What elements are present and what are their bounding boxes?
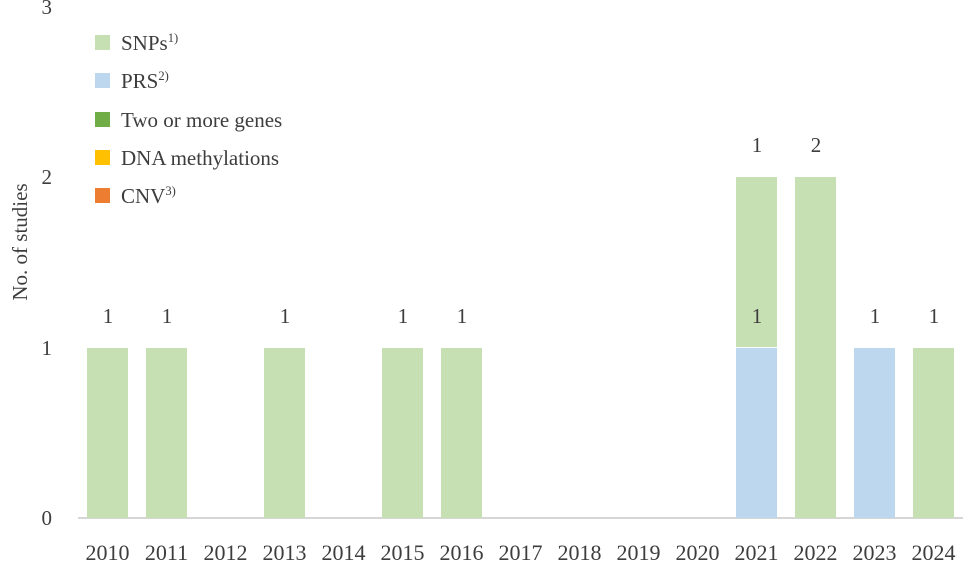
data-label-2015-snps: 1 [397, 304, 409, 328]
x-label-2020: 2020 [675, 540, 720, 565]
x-label-2011: 2011 [144, 540, 189, 565]
y-tick-2: 2 [41, 165, 53, 190]
legend-swatch-icon [95, 73, 110, 88]
data-label-2016-snps: 1 [456, 304, 468, 328]
legend-swatch-icon [95, 35, 110, 50]
bar-2013-snps [264, 348, 305, 518]
x-label-2017: 2017 [498, 540, 543, 565]
legend-superscript: 1) [167, 31, 179, 45]
legend-item-dna-methylations: DNA methylations [95, 146, 355, 170]
legend-swatch-icon [95, 112, 110, 127]
bar-2016-snps [441, 348, 482, 518]
legend-label: Two or more genes [121, 108, 283, 132]
x-label-2022: 2022 [793, 540, 838, 565]
data-label-2011-snps: 1 [161, 304, 173, 328]
legend-item-two-or-more-genes: Two or more genes [95, 108, 355, 132]
x-label-2016: 2016 [439, 540, 484, 565]
bar-2010-snps [87, 348, 128, 518]
data-label-2021-prs: 1 [751, 304, 763, 328]
legend-item-snps: SNPs1) [95, 31, 355, 55]
x-label-2019: 2019 [616, 540, 661, 565]
x-label-2013: 2013 [262, 540, 307, 565]
bar-2021-snps [736, 177, 777, 347]
data-label-2021-snps: 1 [751, 133, 763, 157]
bar-2011-snps [146, 348, 187, 518]
bar-2023-prs [854, 348, 895, 518]
data-label-2013-snps: 1 [279, 304, 291, 328]
x-label-2010: 2010 [85, 540, 130, 565]
data-label-2010-snps: 1 [102, 304, 114, 328]
legend-label: PRS2) [121, 69, 169, 93]
data-label-2024-snps: 1 [928, 304, 940, 328]
y-tick-3: 3 [41, 0, 53, 19]
bar-2021-prs [736, 348, 777, 518]
bar-2024-snps [913, 348, 954, 518]
x-label-2012: 2012 [203, 540, 248, 565]
bar-2022-snps [795, 177, 836, 518]
x-label-2014: 2014 [321, 540, 366, 565]
y-tick-1: 1 [41, 335, 53, 360]
bar-2015-snps [382, 348, 423, 518]
data-label-2022-snps: 2 [810, 133, 822, 157]
legend-superscript: 2) [158, 69, 169, 83]
legend-label: SNPs1) [121, 31, 179, 55]
data-label-2023-prs: 1 [869, 304, 881, 328]
legend-swatch-icon [95, 188, 110, 203]
legend-item-prs: PRS2) [95, 69, 355, 93]
x-label-2015: 2015 [380, 540, 425, 565]
legend-swatch-icon [95, 150, 110, 165]
x-label-2024: 2024 [911, 540, 956, 565]
x-axis-line [78, 517, 963, 519]
x-label-2023: 2023 [852, 540, 897, 565]
x-label-2021: 2021 [734, 540, 779, 565]
legend-superscript: 3) [165, 184, 176, 198]
legend-label: DNA methylations [121, 146, 280, 170]
legend-item-cnv: CNV3) [95, 184, 355, 208]
x-label-2018: 2018 [557, 540, 602, 565]
legend-label: CNV3) [121, 184, 176, 208]
y-tick-0: 0 [41, 506, 53, 530]
